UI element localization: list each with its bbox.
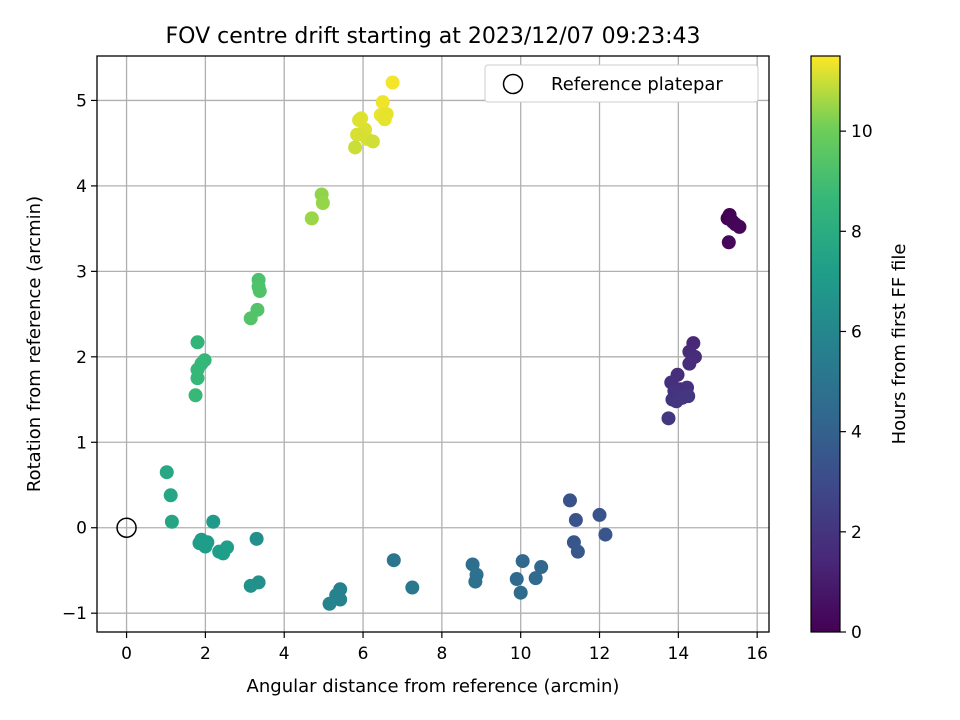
- x-axis-label: Angular distance from reference (arcmin): [247, 676, 620, 697]
- colorbar-label: Hours from first FF file: [889, 244, 910, 445]
- scatter-point: [322, 596, 337, 611]
- legend-entry-reference: Reference platepar: [551, 74, 723, 95]
- grid-lines: [97, 56, 769, 632]
- x-tick-label: 2: [200, 644, 211, 664]
- plot-frame: [96, 55, 770, 633]
- scatter-point: [188, 388, 203, 403]
- scatter-point: [375, 95, 390, 110]
- scatter-point: [243, 311, 258, 326]
- reference-point: [116, 517, 137, 538]
- scatter-point: [206, 514, 221, 529]
- scatter-point: [333, 592, 348, 607]
- colorbar-ticks: 0 2 4 6 8 10: [840, 122, 873, 643]
- x-tick-label: 16: [746, 644, 768, 664]
- x-tick-label: 4: [279, 644, 290, 664]
- colorbar-tick-label: 2: [851, 523, 862, 543]
- scatter-point: [528, 571, 543, 586]
- y-tick-label: 5: [76, 91, 87, 111]
- y-axis-label: Rotation from reference (arcmin): [24, 196, 45, 492]
- x-tick-label: 14: [668, 644, 690, 664]
- y-tick-label: 1: [76, 433, 87, 453]
- scatter-point: [198, 539, 213, 554]
- x-tick-label: 6: [358, 644, 369, 664]
- scatter-point: [386, 553, 401, 568]
- scatter-point: [252, 284, 267, 299]
- x-tick-label: 12: [589, 644, 611, 664]
- legend-reference-marker: [502, 73, 524, 95]
- y-axis-ticks: −1 0 1 2 3 4 5: [62, 91, 97, 624]
- scatter-point: [377, 112, 392, 127]
- scatter-points: [159, 75, 747, 611]
- colorbar-tick-label: 10: [851, 122, 873, 142]
- scatter-point: [513, 585, 528, 600]
- scatter-point: [304, 211, 319, 226]
- scatter-point: [515, 554, 530, 569]
- colorbar: [810, 55, 841, 633]
- scatter-point: [220, 540, 235, 555]
- scatter-point: [190, 335, 205, 350]
- y-tick-label: 2: [76, 348, 87, 368]
- x-tick-label: 0: [121, 644, 132, 664]
- scatter-point: [164, 514, 179, 529]
- y-tick-label: 0: [76, 519, 87, 539]
- scatter-point: [570, 544, 585, 559]
- colorbar-tick-label: 4: [851, 423, 862, 443]
- scatter-point: [163, 488, 178, 503]
- colorbar-tick-label: 6: [851, 322, 862, 342]
- colorbar-tick-label: 0: [851, 623, 862, 643]
- scatter-point: [681, 389, 696, 404]
- scatter-point: [315, 195, 330, 210]
- chart-title: FOV centre drift starting at 2023/12/07 …: [166, 24, 701, 49]
- scatter-point: [468, 574, 483, 589]
- scatter-point: [405, 580, 420, 595]
- scatter-point: [568, 513, 583, 528]
- legend-box: [484, 64, 759, 103]
- scatter-point: [249, 531, 264, 546]
- legend: Reference platepar: [484, 64, 759, 103]
- scatter-point: [661, 411, 676, 426]
- scatter-point: [190, 371, 205, 386]
- scatter-point: [348, 140, 363, 155]
- y-tick-label: 4: [76, 177, 87, 197]
- x-tick-label: 10: [510, 644, 532, 664]
- scatter-point: [592, 507, 607, 522]
- colorbar-tick-label: 8: [851, 222, 862, 242]
- reference-marker: [116, 517, 137, 538]
- scatter-point: [509, 572, 524, 587]
- y-tick-label: −1: [62, 604, 87, 624]
- scatter-point: [598, 527, 613, 542]
- scatter-point: [385, 75, 400, 90]
- y-tick-label: 3: [76, 262, 87, 282]
- scatter-point: [732, 219, 747, 234]
- scatter-point: [562, 493, 577, 508]
- x-tick-label: 8: [436, 644, 447, 664]
- scatter-point: [534, 560, 549, 575]
- scatter-point: [682, 356, 697, 371]
- scatter-point: [159, 465, 174, 480]
- scatter-point: [365, 134, 380, 149]
- x-axis-ticks: 0 2 4 6 8 10 12 14 16: [121, 632, 768, 664]
- scatter-point: [721, 235, 736, 250]
- scatter-point: [243, 578, 258, 593]
